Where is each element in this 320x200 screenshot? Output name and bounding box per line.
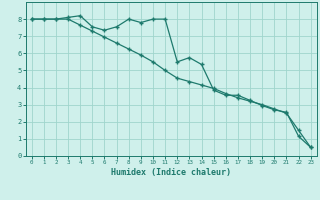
X-axis label: Humidex (Indice chaleur): Humidex (Indice chaleur) (111, 168, 231, 177)
